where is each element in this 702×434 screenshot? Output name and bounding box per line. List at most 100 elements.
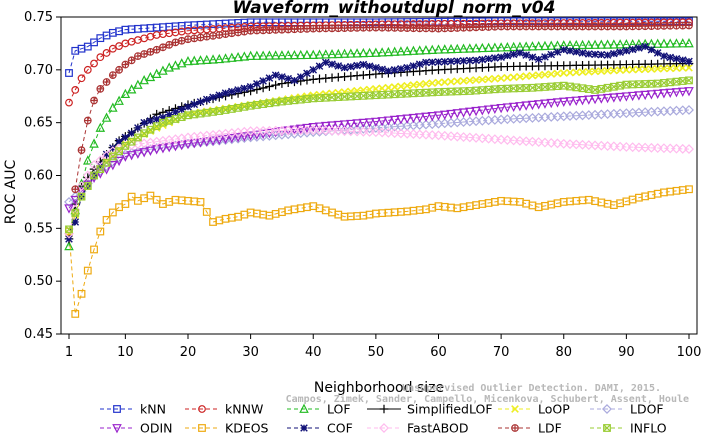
data-point-kdeos — [108, 208, 117, 217]
data-point-loop — [553, 69, 562, 78]
data-point-inflo — [340, 92, 349, 101]
data-point-inflo — [171, 115, 180, 123]
data-point-odin — [439, 110, 450, 120]
data-point-cof — [378, 65, 386, 74]
data-point-loop — [390, 83, 399, 91]
legend-marker — [602, 404, 612, 414]
data-point-cof — [152, 115, 161, 123]
data-point-lof — [446, 43, 456, 54]
data-point-fastabod — [458, 132, 469, 142]
data-point-cof — [566, 47, 574, 55]
y-tick-label: 0.50 — [24, 274, 53, 289]
data-point-odin — [208, 136, 218, 146]
data-point-cof — [678, 56, 687, 64]
data-point-ldf — [315, 24, 324, 33]
data-point-cof — [215, 91, 224, 99]
data-point-ldf — [159, 43, 167, 52]
data-point-ldf — [340, 24, 349, 32]
legend-item-lof: LOF — [287, 402, 351, 417]
data-point-lof — [377, 47, 387, 57]
series-odin — [64, 87, 694, 214]
data-point-fastabod — [640, 142, 651, 153]
data-point-odin — [201, 137, 212, 147]
data-point-ldof — [684, 105, 694, 115]
data-point-cof — [572, 48, 581, 56]
data-point-cof — [390, 66, 399, 74]
data-point-fastabod — [590, 140, 601, 151]
data-point-loop — [641, 65, 650, 74]
data-point-odin — [577, 96, 588, 106]
series-ldf — [71, 21, 693, 194]
data-point-ldf — [259, 26, 268, 35]
plot-area: 0.45 0.50 0.55 0.60 0.65 0.70 0.75 1 10 20 30 40 50 6… — [24, 10, 701, 360]
data-point-ldof — [64, 196, 74, 207]
data-point-ldf — [90, 96, 98, 105]
data-point-fastabod — [558, 138, 569, 149]
data-point-cof — [547, 50, 556, 59]
data-point-knnw — [127, 37, 136, 46]
data-point-loop — [578, 68, 587, 76]
data-point-cof — [628, 45, 637, 54]
data-point-loop — [584, 67, 593, 76]
data-point-lof — [383, 46, 394, 57]
data-point-cof — [397, 64, 405, 73]
data-point-cof — [541, 53, 549, 61]
data-point-cof — [278, 73, 286, 81]
data-point-loop — [672, 64, 681, 73]
data-point-odin — [371, 117, 381, 128]
data-point-cof — [290, 76, 299, 85]
data-point-fastabod — [452, 131, 463, 142]
data-point-lof — [320, 49, 331, 59]
data-point-cof — [516, 49, 524, 57]
data-point-cof — [616, 48, 624, 57]
data-point-cof — [190, 100, 199, 109]
data-point-kdeos — [315, 204, 324, 213]
data-point-lof — [540, 40, 550, 51]
data-point-lof — [615, 39, 625, 49]
data-point-lof — [145, 71, 156, 82]
x-tick-label: 20 — [180, 345, 197, 360]
data-point-lof — [114, 95, 124, 105]
data-point-knnw — [65, 98, 73, 107]
data-point-lof — [533, 40, 544, 51]
data-point-cof — [196, 98, 205, 106]
data-point-lof — [264, 50, 275, 60]
data-point-ldf — [440, 24, 449, 33]
data-point-lof — [208, 54, 218, 64]
data-point-ldf — [516, 22, 524, 31]
data-point-knn — [83, 42, 92, 51]
data-point-lof — [496, 42, 506, 52]
data-point-cof — [653, 49, 662, 57]
data-point-fastabod — [546, 138, 557, 148]
data-point-ldf — [115, 65, 124, 74]
data-point-ldf — [541, 22, 549, 31]
data-point-ldf — [71, 185, 80, 194]
x-tick-label: 70 — [493, 345, 510, 360]
data-point-odin — [490, 104, 500, 115]
legend-label: COF — [327, 421, 353, 434]
data-point-ldf — [334, 24, 343, 33]
data-point-simplifiedlof — [271, 80, 280, 90]
data-point-kdeos — [102, 215, 111, 224]
data-point-simplifiedlof — [265, 82, 274, 91]
data-point-ldf — [102, 78, 111, 86]
data-point-lof — [195, 55, 206, 65]
data-point-ldf — [547, 22, 556, 31]
data-point-odin — [527, 100, 538, 111]
data-point-ldf — [685, 21, 693, 30]
data-point-odin — [189, 139, 200, 149]
data-point-lof — [458, 43, 469, 53]
data-point-cof — [497, 53, 505, 61]
series-line-loop — [68, 67, 690, 234]
data-point-odin — [502, 103, 513, 113]
data-point-ldf — [578, 22, 587, 31]
data-point-loop — [472, 76, 480, 84]
y-tick-label: 0.75 — [24, 10, 53, 25]
data-point-fastabod — [652, 143, 663, 153]
data-point-ldf — [240, 27, 249, 36]
data-point-fastabod — [527, 136, 538, 147]
data-point-ldf — [108, 71, 117, 80]
data-point-cof — [528, 53, 537, 61]
data-point-lof — [577, 39, 588, 50]
data-point-odin — [621, 92, 632, 102]
